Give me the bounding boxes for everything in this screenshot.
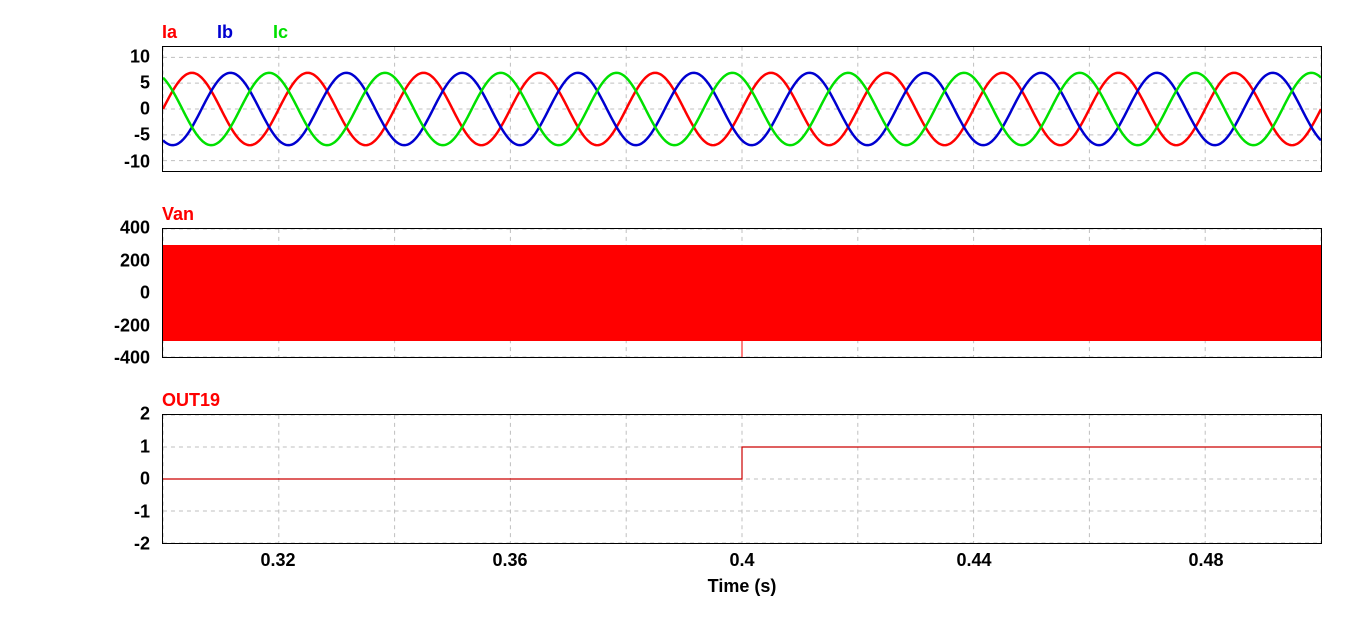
ytick-currents-1: -5: [0, 125, 150, 146]
ytick-currents-0: -10: [0, 151, 150, 172]
xtick-2: 0.4: [729, 550, 754, 571]
panel-out19: OUT19-2-1012: [0, 414, 1353, 544]
x-axis-title: Time (s): [162, 576, 1322, 597]
ytick-out19-2: 0: [0, 469, 150, 490]
ytick-van-3: 200: [0, 250, 150, 271]
plot-area-currents[interactable]: [162, 46, 1322, 172]
legend-currents: Ia Ib Ic: [162, 18, 288, 46]
ytick-out19-0: -2: [0, 534, 150, 555]
ytick-van-0: -400: [0, 348, 150, 369]
figure-root: IaIbIc-10-50510Van-400-2000200400OUT19-2…: [0, 0, 1353, 633]
legend-out19: OUT19: [162, 386, 220, 414]
panel-currents: IaIbIc-10-50510: [0, 46, 1353, 172]
ytick-currents-3: 5: [0, 72, 150, 93]
ytick-van-4: 400: [0, 218, 150, 239]
plot-area-out19[interactable]: [162, 414, 1322, 544]
legend-item-van-0: Van: [162, 204, 194, 225]
ytick-currents-4: 10: [0, 46, 150, 67]
plot-area-van[interactable]: [162, 228, 1322, 358]
legend-item-currents-1: Ib: [217, 22, 233, 43]
xtick-0: 0.32: [260, 550, 295, 571]
ytick-van-2: 0: [0, 283, 150, 304]
legend-item-out19-0: OUT19: [162, 390, 220, 411]
ytick-van-1: -200: [0, 315, 150, 336]
xtick-4: 0.48: [1188, 550, 1223, 571]
legend-van: Van: [162, 200, 194, 228]
legend-item-currents-0: Ia: [162, 22, 177, 43]
ytick-out19-4: 2: [0, 404, 150, 425]
legend-item-currents-2: Ic: [273, 22, 288, 43]
ytick-out19-1: -1: [0, 501, 150, 522]
panel-van: Van-400-2000200400: [0, 228, 1353, 358]
ytick-out19-3: 1: [0, 436, 150, 457]
xtick-1: 0.36: [492, 550, 527, 571]
xtick-3: 0.44: [956, 550, 991, 571]
ytick-currents-2: 0: [0, 99, 150, 120]
